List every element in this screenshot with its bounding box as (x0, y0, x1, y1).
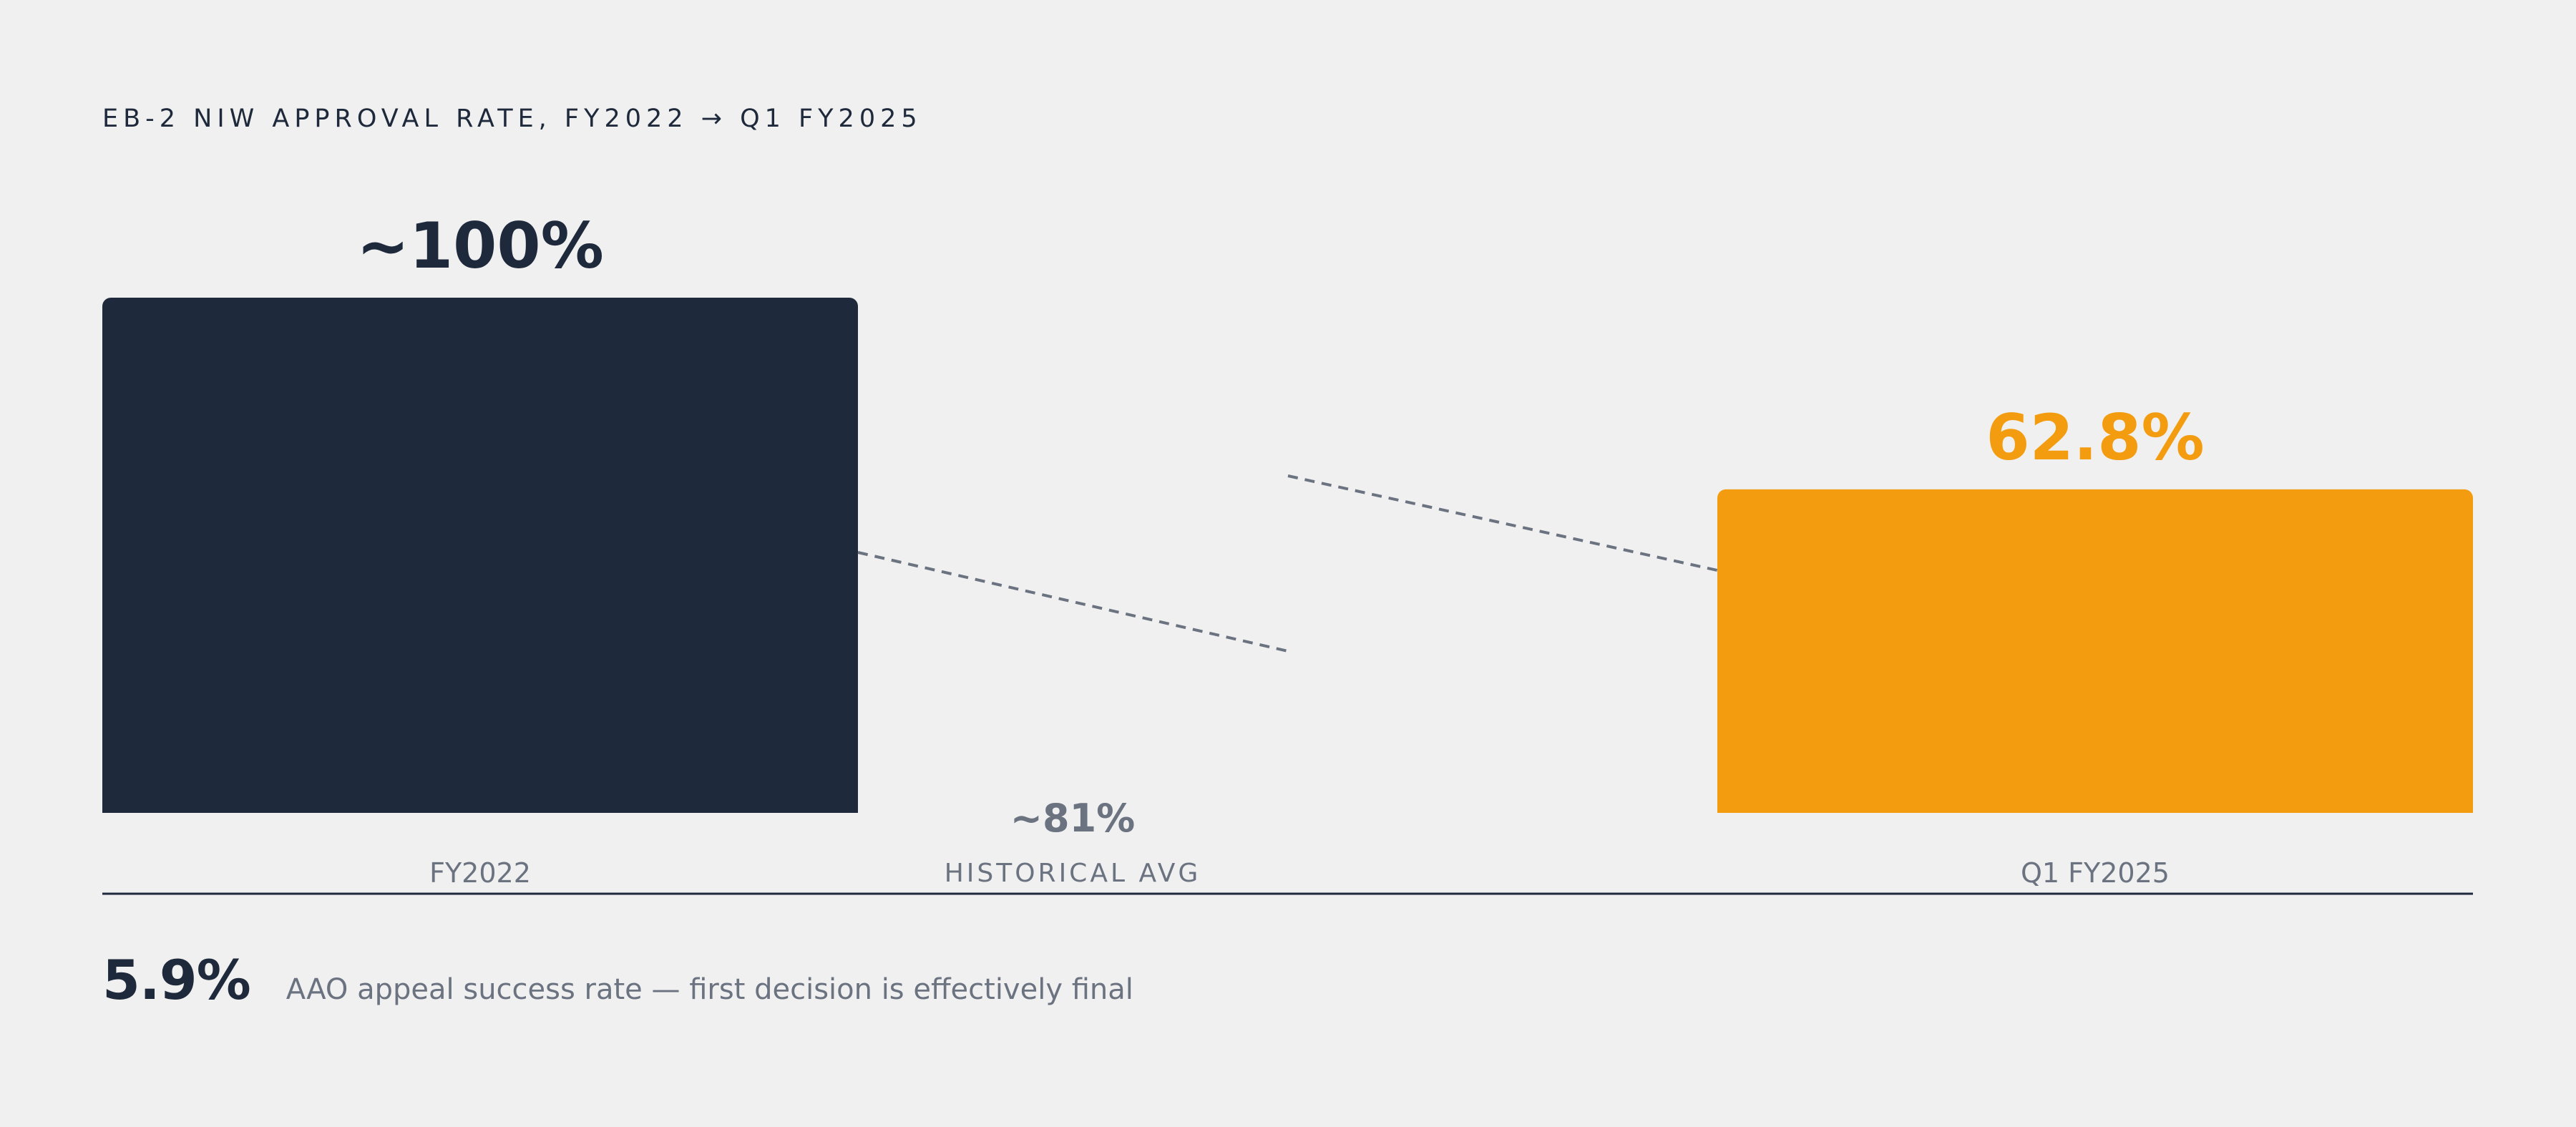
bar-value-label-q1-fy2025: 62.8% (1986, 401, 2204, 474)
bar-baseline-mask (0, 813, 2576, 823)
appeal-success-description: AAO appeal success rate — first decision… (286, 973, 1133, 1006)
chart-title: EB-2 NIW APPROVAL RATE, FY2022 → Q1 FY20… (102, 104, 922, 133)
category-label-fy2022: FY2022 (429, 857, 531, 889)
bar-q1-fy2025 (1717, 489, 2473, 821)
trend-line-left (857, 551, 1289, 653)
trend-line-right (1287, 474, 1718, 572)
appeal-success-rate: 5.9% (102, 948, 251, 1012)
category-label-q1-fy2025: Q1 FY2025 (2021, 857, 2170, 889)
footer-stat-row: 5.9% AAO appeal success rate — first dec… (102, 948, 1133, 1012)
bar-value-label-fy2022: ~100% (356, 209, 604, 283)
historical-avg-label: HISTORICAL AVG (945, 859, 1201, 888)
bar-fy2022 (102, 298, 858, 821)
historical-avg-value: ~81% (1010, 796, 1136, 841)
